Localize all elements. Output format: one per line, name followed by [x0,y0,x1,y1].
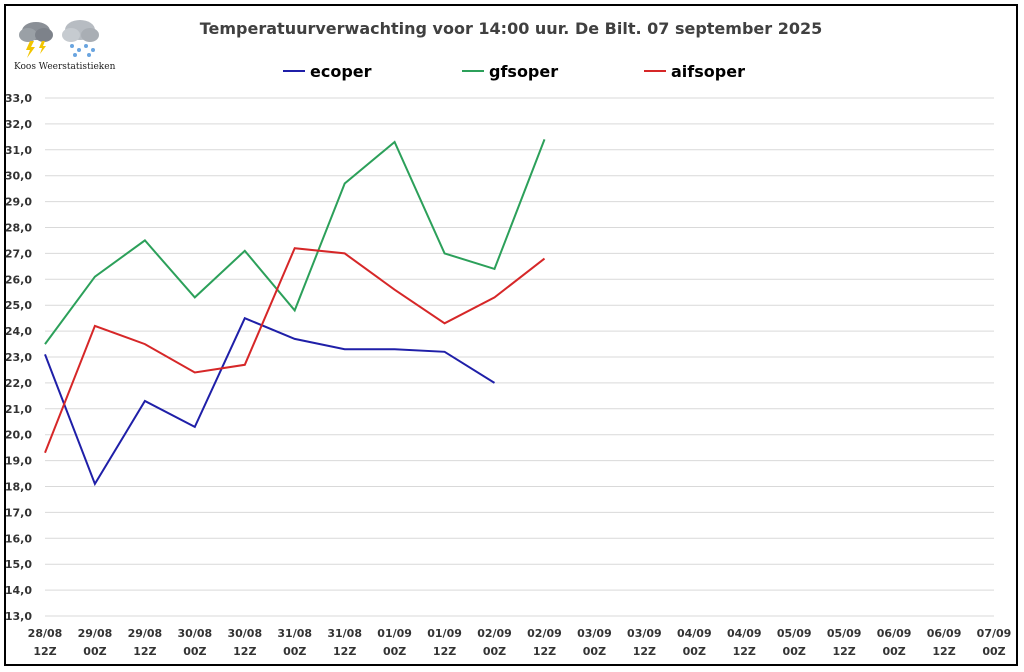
series-line-ecoper [44,316,496,487]
chart-frame [4,4,1018,666]
y-tick-label: 13,0 [5,610,32,623]
x-tick-label: 06/09 [927,627,962,640]
x-tick-label: 00Z [982,645,1005,658]
x-tick-label: 00Z [183,645,206,658]
x-tick-label: 31/08 [277,627,312,640]
weather-icons [19,20,99,58]
x-tick-label: 04/09 [727,627,762,640]
x-tick-label: 02/09 [527,627,562,640]
x-tick-label: 12Z [833,645,856,658]
y-tick-label: 28,0 [5,222,32,235]
y-tick-label: 33,0 [5,92,32,105]
y-tick-label: 14,0 [5,584,32,597]
x-tick-label: 12Z [433,645,456,658]
legend-label-aifsoper: aifsoper [671,62,745,81]
y-tick-label: 29,0 [5,196,32,209]
x-tick-label: 00Z [83,645,106,658]
x-tick-label: 07/09 [977,627,1012,640]
storm-cloud-icon [19,22,53,58]
y-tick-label: 17,0 [5,506,32,519]
y-tick-label: 30,0 [5,170,32,183]
x-tick-label: 12Z [932,645,955,658]
x-tick-label: 12Z [733,645,756,658]
x-tick-label: 12Z [133,645,156,658]
x-tick-label: 12Z [633,645,656,658]
x-tick-label: 00Z [483,645,506,658]
x-tick-label: 29/08 [128,627,163,640]
x-axis: 28/08 12Z 29/08 00Z 29/08 12Z 30/08 00Z 30/08 12Z… [28,627,1012,658]
series-line-aifsoper [44,247,546,454]
y-tick-label: 21,0 [5,403,32,416]
series-lines [44,139,546,487]
y-tick-label: 31,0 [5,144,32,157]
x-tick-label: 30/08 [227,627,262,640]
x-tick-label: 28/08 [28,627,63,640]
chart-title: Temperatuurverwachting voor 14:00 uur. D… [200,19,823,38]
y-tick-label: 27,0 [5,247,32,260]
legend-label-gfsoper: gfsoper [489,62,558,81]
y-tick-label: 26,0 [5,273,32,286]
x-tick-label: 00Z [683,645,706,658]
x-tick-label: 00Z [583,645,606,658]
y-tick-label: 20,0 [5,429,32,442]
x-tick-label: 06/09 [877,627,912,640]
series-line-gfsoper [44,139,546,345]
y-tick-label: 24,0 [5,325,32,338]
logo: Koos Weerstatistieken [14,14,124,76]
logo-text: Koos Weerstatistieken [14,62,116,72]
y-tick-label: 32,0 [5,118,32,131]
y-tick-label: 23,0 [5,351,32,364]
x-tick-label: 01/09 [377,627,412,640]
x-tick-label: 05/09 [777,627,812,640]
y-tick-label: 22,0 [5,377,32,390]
x-tick-label: 12Z [533,645,556,658]
x-tick-label: 03/09 [627,627,662,640]
x-tick-label: 00Z [783,645,806,658]
legend: ecoper gfsoper aifsoper [283,62,745,81]
x-tick-label: 05/09 [827,627,862,640]
x-tick-label: 01/09 [427,627,462,640]
x-tick-label: 00Z [882,645,905,658]
x-tick-label: 02/09 [477,627,512,640]
x-tick-label: 12Z [33,645,56,658]
x-tick-label: 31/08 [327,627,362,640]
y-tick-label: 19,0 [5,455,32,468]
x-tick-label: 12Z [233,645,256,658]
snow-cloud-icon [62,20,99,57]
x-tick-label: 30/08 [178,627,213,640]
y-tick-label: 18,0 [5,481,32,494]
x-tick-label: 12Z [333,645,356,658]
x-tick-label: 03/09 [577,627,612,640]
grid [45,97,994,617]
x-tick-label: 29/08 [78,627,113,640]
y-tick-label: 15,0 [5,558,32,571]
x-tick-label: 00Z [383,645,406,658]
legend-label-ecoper: ecoper [310,62,372,81]
y-axis: 13,0 14,0 15,0 16,0 17,0 18,0 19,0 20,0 21,0 22,0… [5,92,32,623]
y-tick-label: 25,0 [5,299,32,312]
y-tick-label: 16,0 [5,532,32,545]
x-tick-label: 04/09 [677,627,712,640]
x-tick-label: 00Z [283,645,306,658]
